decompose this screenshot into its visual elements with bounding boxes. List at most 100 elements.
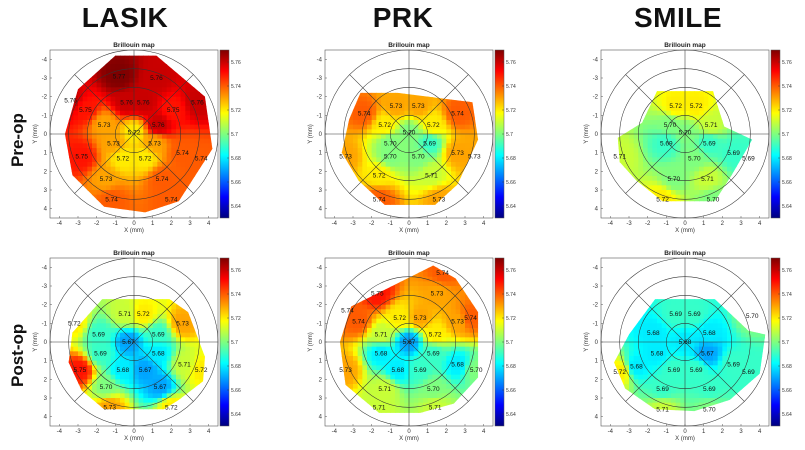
heat-cell	[129, 110, 135, 116]
heat-cell	[180, 171, 186, 177]
heat-cell	[92, 78, 98, 84]
heat-cell	[348, 124, 354, 130]
heat-cell	[143, 328, 149, 334]
heat-cell	[713, 171, 719, 177]
heat-cell	[638, 162, 644, 168]
heat-cell	[148, 185, 154, 191]
heat-cell	[152, 204, 158, 210]
heat-cell	[129, 138, 135, 144]
heat-cell	[395, 152, 401, 158]
heat-cell	[87, 370, 93, 376]
heat-cell	[124, 82, 130, 88]
heat-cell	[129, 101, 135, 107]
heat-cell	[138, 342, 144, 348]
heat-cell	[96, 78, 102, 84]
heat-cell	[134, 393, 140, 399]
map-value-label: 5.72	[139, 155, 152, 162]
heat-cell	[409, 129, 415, 135]
heat-cell	[671, 157, 677, 163]
heat-cell	[194, 110, 200, 116]
col-title-lasik: LASIK	[81, 2, 169, 33]
heat-cell	[92, 384, 98, 390]
heat-cell	[148, 365, 154, 371]
heat-cell	[685, 138, 691, 144]
heat-cell	[110, 55, 116, 60]
heat-cell	[148, 199, 154, 205]
heat-cell	[399, 171, 405, 177]
heat-cell	[124, 171, 130, 177]
heat-cell	[661, 115, 667, 121]
heat-cell	[633, 152, 639, 158]
heat-cell	[638, 134, 644, 140]
heat-cell	[460, 129, 466, 135]
heat-cell	[110, 124, 116, 130]
heat-cell	[199, 148, 205, 154]
heat-cell	[713, 106, 719, 112]
heat-cell	[671, 129, 677, 135]
heat-cell	[73, 176, 79, 182]
heat-cell	[73, 138, 79, 144]
heat-cell	[451, 129, 457, 135]
heat-cell	[413, 115, 419, 121]
heat-cell	[162, 120, 168, 126]
heat-cell	[162, 96, 168, 102]
heat-cell	[717, 171, 723, 177]
heat-cell	[437, 120, 443, 126]
heat-cell	[647, 124, 653, 130]
heat-cell	[371, 171, 377, 177]
heat-cell	[413, 185, 419, 191]
heat-cell	[685, 92, 691, 98]
heat-cell	[166, 73, 172, 79]
map-value-label: 5.70	[384, 141, 397, 148]
heat-cell	[194, 166, 200, 172]
heat-cell	[106, 59, 112, 65]
heat-cell	[395, 180, 401, 186]
heat-cell	[73, 356, 79, 362]
heat-cell	[148, 299, 154, 301]
heat-cell	[115, 365, 121, 371]
heat-cell	[96, 180, 102, 186]
heat-cell	[348, 148, 354, 154]
heat-cell	[362, 120, 368, 126]
heat-cell	[661, 190, 667, 196]
heat-cell	[87, 82, 93, 88]
heat-cell	[101, 356, 107, 362]
heat-cell	[115, 59, 121, 65]
heat-cell	[152, 194, 158, 200]
x-tick-label: 4	[207, 221, 211, 227]
map-value-label: 5.75	[79, 107, 92, 114]
heat-cell	[432, 180, 438, 186]
brillouin-panel-1: 5.73 5.735.74 5.745.72 5.725.705.70 5.695.73…	[308, 42, 516, 234]
heat-cell	[643, 138, 649, 144]
heat-cell	[73, 337, 79, 343]
heat-cell	[134, 180, 140, 186]
heat-cell	[101, 82, 107, 88]
heat-cell	[357, 92, 363, 98]
heat-cell	[418, 120, 424, 126]
heat-cell	[129, 87, 135, 93]
heat-cell	[92, 393, 98, 399]
heat-cell	[101, 374, 107, 380]
heat-cell	[409, 194, 415, 200]
heat-cell	[124, 166, 130, 172]
heat-cell	[418, 110, 424, 116]
heat-cell	[643, 120, 649, 126]
heat-cell	[110, 143, 116, 149]
x-tick-label: 3	[188, 221, 192, 227]
heat-cell	[87, 388, 93, 394]
heat-cell	[675, 120, 681, 126]
heat-cell	[385, 190, 391, 196]
heat-cell	[143, 300, 149, 306]
heat-cell	[353, 138, 359, 144]
heat-cell	[427, 199, 433, 205]
heat-cell	[367, 115, 373, 121]
heat-cell	[685, 110, 691, 116]
heat-cell	[694, 110, 700, 116]
heat-cell	[110, 190, 116, 196]
heat-cell	[115, 134, 121, 140]
heat-cell	[129, 180, 135, 186]
heat-cell	[96, 148, 102, 154]
heat-cell	[148, 204, 154, 210]
heat-cell	[385, 120, 391, 126]
heat-cell	[460, 152, 466, 158]
